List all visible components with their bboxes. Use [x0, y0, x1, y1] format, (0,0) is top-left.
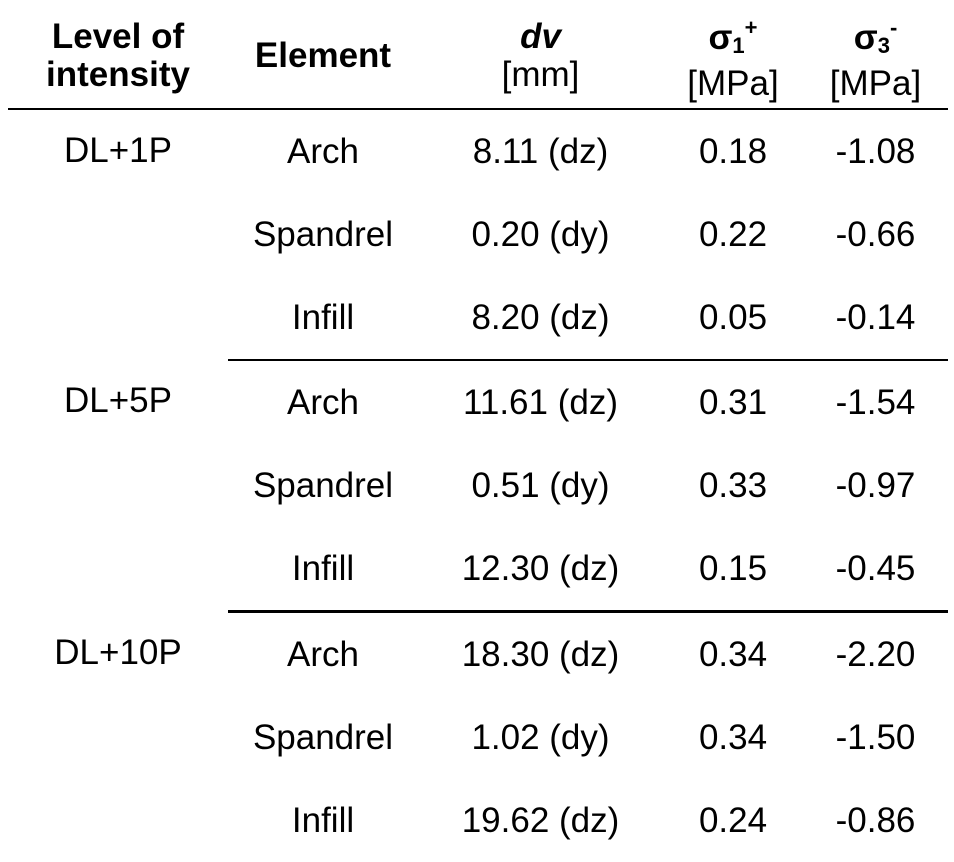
level-cell: DL+5P: [8, 360, 228, 612]
header-sigma3: σ3- [MPa]: [803, 4, 948, 109]
table-body: DL+1P Arch 8.11 (dz) 0.18 -1.08 Spandrel…: [8, 109, 948, 862]
sigma3-letter: σ: [854, 18, 878, 57]
sigma3-superscript: -: [890, 15, 897, 40]
header-sigma3-symbol: σ3-: [803, 9, 948, 65]
header-sigma3-unit: [MPa]: [803, 65, 948, 103]
header-dv: dv [mm]: [418, 4, 663, 109]
sigma1-cell: 0.22: [663, 193, 803, 276]
dv-cell: 0.20 (dy): [418, 193, 663, 276]
element-cell: Arch: [228, 612, 418, 697]
element-cell: Spandrel: [228, 193, 418, 276]
header-dv-unit: [mm]: [418, 56, 663, 94]
header-level-line2: intensity: [8, 56, 228, 94]
sigma1-cell: 0.05: [663, 276, 803, 360]
sigma3-cell: -0.45: [803, 527, 948, 612]
sigma1-cell: 0.15: [663, 527, 803, 612]
element-cell: Infill: [228, 527, 418, 612]
sigma3-cell: -1.08: [803, 109, 948, 193]
element-cell: Spandrel: [228, 696, 418, 779]
element-cell: Infill: [228, 779, 418, 862]
header-element-label: Element: [228, 37, 418, 75]
sigma1-superscript: +: [745, 15, 758, 40]
dv-cell: 11.61 (dz): [418, 360, 663, 444]
sigma3-cell: -0.86: [803, 779, 948, 862]
dv-cell: 1.02 (dy): [418, 696, 663, 779]
sigma1-cell: 0.24: [663, 779, 803, 862]
header-sigma1-symbol: σ1+: [663, 9, 803, 65]
dv-cell: 8.11 (dz): [418, 109, 663, 193]
element-cell: Spandrel: [228, 444, 418, 527]
dv-cell: 19.62 (dz): [418, 779, 663, 862]
sigma1-subscript: 1: [732, 33, 744, 58]
dv-cell: 12.30 (dz): [418, 527, 663, 612]
sigma3-cell: -2.20: [803, 612, 948, 697]
header-sigma1: σ1+ [MPa]: [663, 4, 803, 109]
sigma3-cell: -1.50: [803, 696, 948, 779]
header-row: Level of intensity Element dv [mm] σ1+ […: [8, 4, 948, 109]
table-row: DL+5P Arch 11.61 (dz) 0.31 -1.54: [8, 360, 948, 444]
sigma3-cell: -1.54: [803, 360, 948, 444]
dv-cell: 0.51 (dy): [418, 444, 663, 527]
sigma3-cell: -0.66: [803, 193, 948, 276]
table-header: Level of intensity Element dv [mm] σ1+ […: [8, 4, 948, 109]
header-element: Element: [228, 4, 418, 109]
element-cell: Arch: [228, 109, 418, 193]
sigma3-subscript: 3: [878, 33, 890, 58]
header-level-line1: Level of: [8, 18, 228, 56]
header-sigma1-unit: [MPa]: [663, 65, 803, 103]
sigma1-cell: 0.34: [663, 612, 803, 697]
level-cell: DL+10P: [8, 612, 228, 862]
sigma1-cell: 0.33: [663, 444, 803, 527]
dv-cell: 18.30 (dz): [418, 612, 663, 697]
level-cell: DL+1P: [8, 109, 228, 360]
sigma1-cell: 0.31: [663, 360, 803, 444]
sigma1-letter: σ: [708, 18, 732, 57]
sigma3-cell: -0.97: [803, 444, 948, 527]
element-cell: Arch: [228, 360, 418, 444]
sigma3-cell: -0.14: [803, 276, 948, 360]
sigma1-cell: 0.34: [663, 696, 803, 779]
results-table: Level of intensity Element dv [mm] σ1+ […: [8, 4, 948, 862]
element-cell: Infill: [228, 276, 418, 360]
table-row: DL+1P Arch 8.11 (dz) 0.18 -1.08: [8, 109, 948, 193]
header-level-of-intensity: Level of intensity: [8, 4, 228, 109]
header-dv-symbol: dv: [418, 18, 663, 56]
dv-cell: 8.20 (dz): [418, 276, 663, 360]
table-row: DL+10P Arch 18.30 (dz) 0.34 -2.20: [8, 612, 948, 697]
sigma1-cell: 0.18: [663, 109, 803, 193]
